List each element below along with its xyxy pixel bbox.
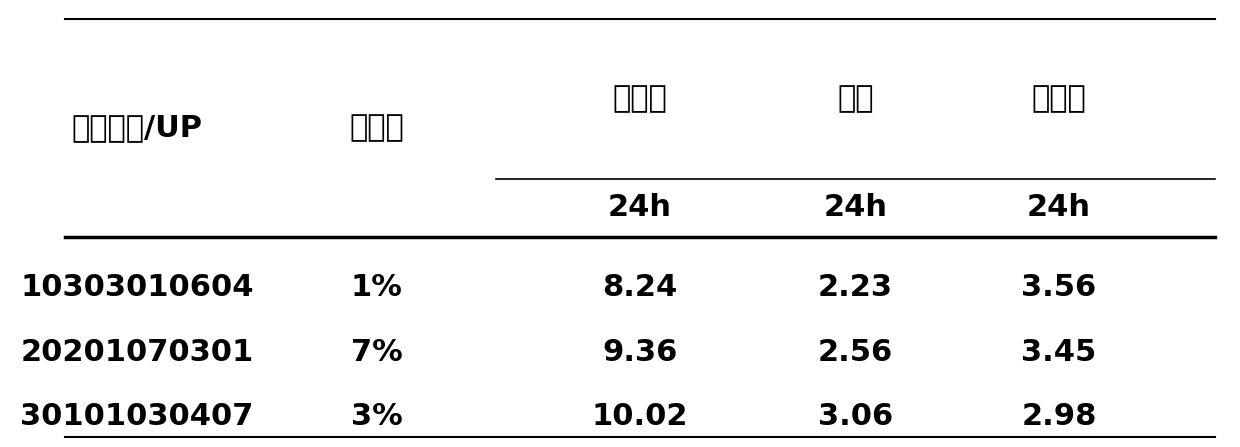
Text: 蛋白质: 蛋白质 — [1032, 84, 1086, 114]
Text: 7%: 7% — [351, 338, 403, 367]
Text: 2.56: 2.56 — [818, 338, 893, 367]
Text: 24h: 24h — [608, 194, 672, 223]
Text: 3%: 3% — [351, 402, 403, 431]
Text: 3.06: 3.06 — [818, 402, 893, 431]
Text: 20201070301: 20201070301 — [20, 338, 254, 367]
Text: 淀粉: 淀粉 — [837, 84, 874, 114]
Text: 2.23: 2.23 — [818, 274, 893, 303]
Text: 8.24: 8.24 — [603, 274, 677, 303]
Text: 纤维素: 纤维素 — [613, 84, 667, 114]
Text: 1%: 1% — [351, 274, 403, 303]
Text: 3.45: 3.45 — [1022, 338, 1096, 367]
Text: 菌株编号/UP: 菌株编号/UP — [72, 114, 202, 143]
Text: 9.36: 9.36 — [603, 338, 677, 367]
Text: 耐盐度: 耐盐度 — [350, 114, 404, 143]
Text: 10303010604: 10303010604 — [20, 274, 254, 303]
Text: 10.02: 10.02 — [591, 402, 688, 431]
Text: 30101030407: 30101030407 — [20, 402, 254, 431]
Text: 24h: 24h — [823, 194, 888, 223]
Text: 24h: 24h — [1027, 194, 1091, 223]
Text: 3.56: 3.56 — [1022, 274, 1096, 303]
Text: 2.98: 2.98 — [1022, 402, 1096, 431]
